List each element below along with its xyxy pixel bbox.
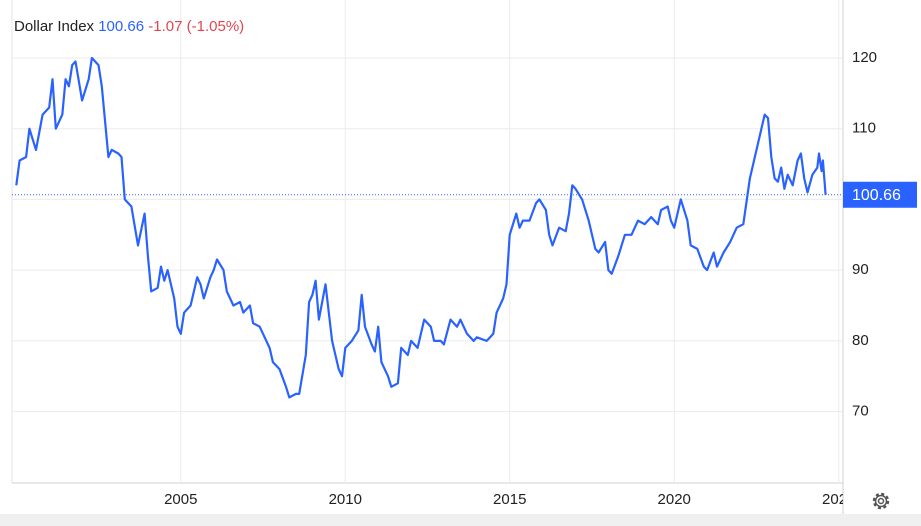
y-tick-label: 90	[852, 261, 869, 278]
last-value: 100.66	[98, 18, 144, 35]
plot: 2005 2010 2015 2020 2025	[12, 56, 855, 508]
chart-title: Dollar Index	[14, 18, 95, 35]
line	[15, 56, 827, 399]
change-pct: (-1.05%)	[187, 18, 245, 35]
bottom-bar	[0, 514, 921, 526]
y-tick-label: 80	[852, 332, 869, 349]
x-tick-label: 2015	[493, 491, 526, 508]
last-value-label: 100.66	[852, 187, 901, 204]
x-tick-label: 2025	[822, 491, 855, 508]
y-tick-label: 110	[852, 120, 876, 137]
x-tick-label: 2010	[329, 491, 362, 508]
settings-icon[interactable]	[872, 492, 890, 510]
y-tick-label: 120	[852, 49, 877, 66]
change: -1.07	[148, 18, 182, 35]
last-value-badge	[843, 181, 917, 208]
x-tick-label: 2020	[658, 491, 691, 508]
header: Dollar Index 100.66 -1.07 (-1.05%)	[14, 18, 244, 35]
y-tick-label: 70	[852, 403, 869, 420]
grid	[12, 0, 843, 483]
x-tick-label: 2005	[164, 491, 197, 508]
